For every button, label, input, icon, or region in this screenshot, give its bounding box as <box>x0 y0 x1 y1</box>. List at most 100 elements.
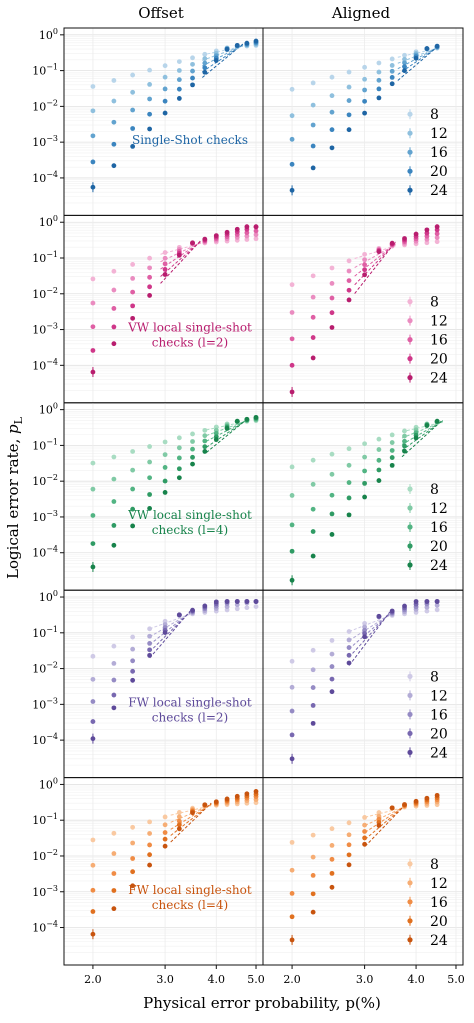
data-point <box>389 74 395 80</box>
legend-marker <box>407 524 413 530</box>
data-point <box>289 522 295 528</box>
data-point <box>130 467 136 473</box>
data-point <box>376 810 382 815</box>
data-point <box>362 267 368 273</box>
legend-marker <box>407 168 413 174</box>
data-point <box>176 475 182 481</box>
data-point <box>289 577 295 583</box>
data-point <box>130 824 136 830</box>
y-axis-label-symbol: p <box>4 424 22 434</box>
fit-line <box>202 43 244 78</box>
data-point <box>176 455 182 461</box>
data-point <box>434 235 440 241</box>
data-point <box>176 466 182 472</box>
data-point <box>389 81 395 87</box>
data-point <box>90 133 96 139</box>
data-point <box>202 236 208 242</box>
data-point <box>310 273 316 279</box>
data-point <box>346 287 352 293</box>
legend-label: 8 <box>430 295 439 311</box>
y-tick-label: 10−1 <box>32 63 58 78</box>
data-point <box>289 282 295 288</box>
data-point <box>111 542 117 548</box>
data-point <box>376 69 382 75</box>
data-point <box>111 98 117 104</box>
data-point <box>434 599 440 604</box>
data-point <box>162 843 168 849</box>
data-point <box>90 931 96 937</box>
data-point <box>147 111 153 117</box>
data-point <box>346 98 352 103</box>
legend-label: 20 <box>430 539 448 555</box>
data-point <box>362 631 368 636</box>
data-point <box>329 884 335 890</box>
data-point <box>111 268 117 274</box>
data-point <box>376 60 382 66</box>
data-point <box>244 40 250 46</box>
legend-marker <box>407 187 413 193</box>
data-point <box>362 262 368 268</box>
fit-line <box>206 419 248 448</box>
x-tick-label: 4.0 <box>407 973 425 986</box>
data-point <box>310 891 316 897</box>
row-label: VW local single-shot <box>127 508 252 522</box>
data-point <box>346 258 352 264</box>
data-point <box>202 444 208 450</box>
data-point <box>190 607 195 613</box>
data-point <box>310 314 316 320</box>
data-point <box>346 84 352 90</box>
y-tick-label: 10−4 <box>32 545 58 560</box>
data-point <box>202 56 208 62</box>
panel-frame <box>262 777 464 966</box>
data-point <box>234 226 240 232</box>
data-point <box>329 511 335 517</box>
data-point <box>90 84 96 89</box>
data-point <box>310 553 316 559</box>
data-point <box>202 449 208 454</box>
fit-line <box>364 805 407 833</box>
data-point <box>130 523 136 529</box>
data-point <box>190 82 195 88</box>
data-point <box>176 814 182 820</box>
data-point <box>253 224 259 230</box>
data-point <box>176 96 182 101</box>
data-point <box>176 435 182 441</box>
legend-marker <box>407 562 413 568</box>
fit-line <box>170 802 212 843</box>
fit-line <box>348 613 391 650</box>
data-point <box>176 826 182 832</box>
data-point <box>329 281 335 286</box>
data-point <box>147 126 153 132</box>
x-tick-label: 5.0 <box>247 973 265 986</box>
data-point <box>147 640 153 646</box>
data-point <box>130 262 136 267</box>
legend-label: 16 <box>430 707 448 723</box>
row-label: FW local single-shot <box>128 695 252 709</box>
legend-marker <box>407 299 413 305</box>
data-point <box>310 355 316 361</box>
data-point <box>130 126 136 131</box>
data-point <box>289 839 295 845</box>
data-point <box>310 832 316 838</box>
legend-marker <box>407 543 413 549</box>
data-point <box>111 871 117 876</box>
data-point <box>346 495 352 501</box>
data-point <box>346 645 352 650</box>
data-point <box>402 64 407 70</box>
data-point <box>346 832 352 838</box>
data-point <box>329 451 335 457</box>
data-point <box>253 414 259 420</box>
data-point <box>162 272 168 277</box>
data-point <box>346 652 352 658</box>
data-point <box>424 423 430 428</box>
data-point <box>111 830 117 836</box>
data-point <box>147 652 153 658</box>
data-point <box>329 842 335 848</box>
y-tick-label: 10−1 <box>32 250 58 265</box>
data-point <box>329 856 335 862</box>
y-tick-label: 10−3 <box>32 322 58 337</box>
data-point <box>90 699 96 704</box>
data-point <box>130 856 136 861</box>
data-point <box>213 233 219 239</box>
y-axis-label-sub: L <box>12 416 25 424</box>
